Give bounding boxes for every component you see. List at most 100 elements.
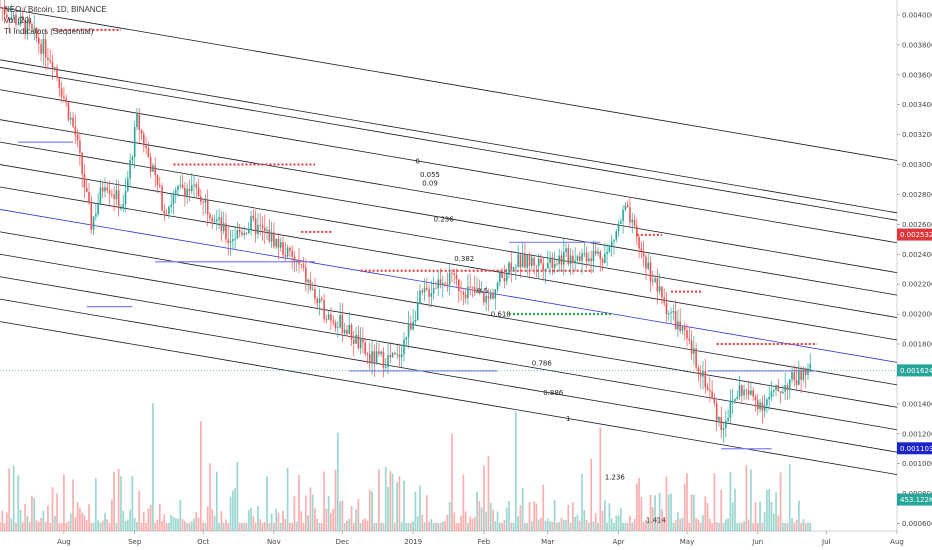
volume-bar (19, 509, 22, 531)
candle-body (263, 227, 266, 231)
price-tag (897, 442, 932, 455)
time-axis-label: Jul (821, 538, 831, 546)
candle-body (478, 289, 481, 293)
volume-bar (704, 496, 707, 531)
volume-bar (807, 522, 809, 531)
volume-bar (40, 517, 42, 531)
candle-body (138, 112, 141, 130)
volume-bar (615, 515, 618, 531)
candle-body (380, 351, 382, 355)
volume-bar (473, 517, 476, 531)
volume-bar (234, 488, 236, 531)
candle-body (232, 239, 234, 242)
candle-body (617, 223, 620, 232)
volume-bar (537, 519, 540, 531)
volume-bar (480, 507, 483, 531)
candle-body (633, 219, 636, 226)
candle-body (375, 351, 378, 364)
candle-body (622, 209, 624, 222)
time-axis-label: Feb (478, 538, 491, 546)
candle-body (403, 339, 405, 355)
candle-body (642, 251, 645, 257)
volume-bar (373, 522, 376, 531)
volume-bar (270, 513, 273, 531)
candle-body (359, 338, 362, 349)
volume-bar (711, 523, 713, 531)
volume-bar (147, 508, 150, 531)
candle-body (362, 338, 364, 343)
volume-bar (108, 522, 111, 531)
candle-body (656, 278, 659, 292)
volume-bar (610, 518, 613, 531)
volume-bar (649, 494, 652, 531)
sequential-indicator-label[interactable]: TI Indicators (Sequential) (4, 27, 94, 36)
volume-bar (416, 516, 419, 531)
volume-bar (293, 496, 296, 531)
candle-body (674, 311, 677, 330)
volume-indicator-label[interactable]: Vol (20) (4, 16, 32, 25)
volume-bar (302, 522, 305, 531)
candle-body (572, 255, 574, 263)
candle-body (133, 126, 136, 157)
volume-bar (334, 469, 337, 531)
candle-body (784, 385, 786, 392)
candle-body (503, 277, 506, 282)
candle-body (467, 286, 469, 299)
candle-body (807, 368, 809, 375)
candle-body (435, 288, 437, 289)
volume-bar (551, 521, 554, 531)
candle-body (124, 190, 127, 205)
candle-body (95, 214, 97, 217)
candle-body (334, 322, 337, 329)
candle-body (56, 67, 58, 78)
candle-body (147, 148, 150, 158)
volume-bar (494, 521, 497, 531)
volume-bar (558, 522, 561, 531)
volume-bar (642, 521, 645, 531)
candle-body (193, 184, 195, 186)
candle-body (225, 223, 227, 240)
candle-body (606, 251, 608, 254)
volume-bar (12, 465, 15, 531)
candle-body (218, 217, 220, 220)
candle-body (19, 16, 22, 24)
candle-body (350, 324, 353, 340)
volume-bar (409, 522, 412, 531)
candle-body (92, 216, 95, 230)
volume-bar (352, 522, 355, 531)
volume-bar (512, 522, 515, 531)
volume-bar (37, 521, 40, 531)
volume-bar (83, 515, 86, 531)
candle-body (416, 304, 419, 320)
volume-bar (786, 522, 789, 531)
volume-bar (446, 514, 449, 531)
volume-bar (772, 513, 775, 531)
candle-body (163, 210, 166, 214)
candle-body (400, 354, 403, 358)
candle-body (772, 389, 775, 392)
volume-bar (131, 475, 134, 531)
chart-legend: NEO / Bitcoin, 1D, BINANCE Vol (20) TI I… (4, 4, 107, 37)
symbol-title[interactable]: NEO / Bitcoin, 1D, BINANCE (4, 5, 107, 14)
volume-bar (69, 513, 72, 531)
candle-body (695, 348, 697, 368)
candle-body (508, 262, 510, 274)
candle-body (597, 251, 599, 254)
volume-bar (608, 503, 611, 531)
volume-bar (583, 510, 586, 531)
candle-body (788, 379, 791, 390)
volume-bar (526, 522, 529, 531)
volume-bar (56, 493, 58, 531)
volume-bar (699, 523, 702, 531)
candle-body (727, 417, 729, 421)
candle-body (756, 400, 759, 410)
volume-bar (33, 497, 36, 531)
candle-body (22, 16, 24, 21)
volume-bar (715, 522, 718, 531)
volume-bar (702, 515, 704, 531)
candle-body (270, 232, 273, 242)
